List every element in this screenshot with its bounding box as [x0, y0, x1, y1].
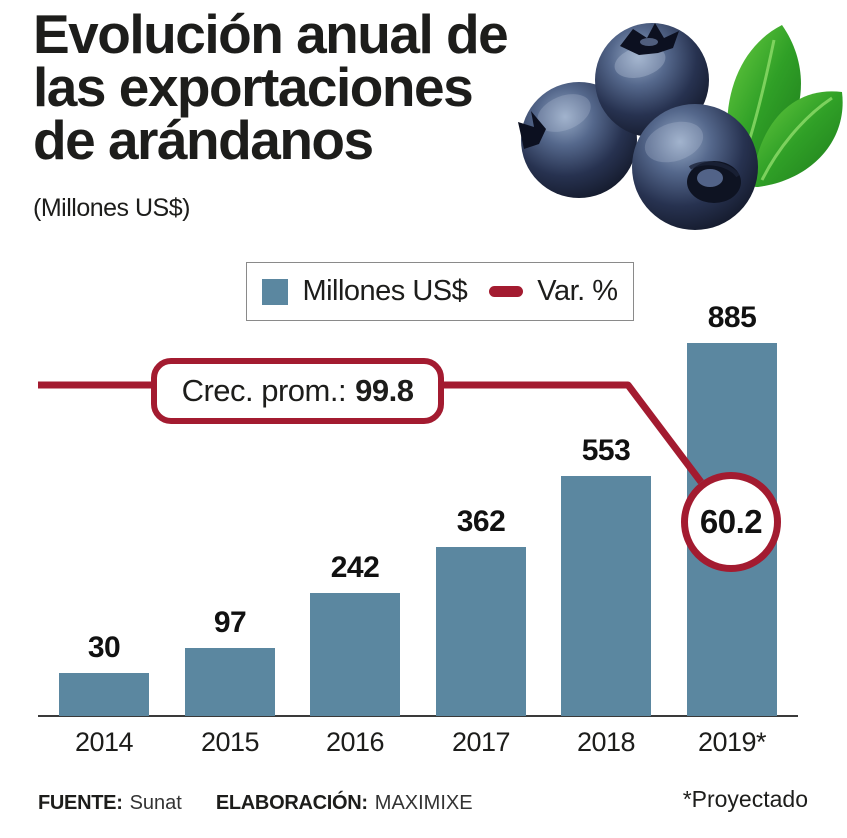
bar-2014: [59, 673, 149, 716]
bar-group: 885 2019*: [687, 0, 777, 838]
bar-group: 30 2014: [59, 0, 149, 838]
bar-group: 362 2017: [436, 0, 526, 838]
projection-note: *Proyectado: [682, 786, 808, 812]
bar-group: 242 2016: [310, 0, 400, 838]
title-line-3: de arándanos: [33, 109, 374, 171]
footer-credits: FUENTE: Sunat ELABORACIÓN: MAXIMIXE: [38, 792, 473, 815]
avg-growth-callout: Crec. prom.: 99.8: [151, 358, 444, 424]
bar-group: 97 2015: [185, 0, 275, 838]
bar-value-label: 885: [707, 301, 757, 334]
source-value: Sunat: [129, 792, 182, 814]
chart-legend: Millones US$ Var. %: [246, 262, 634, 321]
x-axis-line: [38, 715, 798, 717]
title-unit-subtitle: (Millones US$): [33, 194, 190, 222]
x-tick-label: 2015: [200, 727, 260, 757]
bar-2017: [436, 547, 526, 716]
blueberries-image: [518, 23, 843, 230]
bar-value-label: 553: [581, 434, 631, 467]
x-tick-label: 2014: [74, 727, 134, 757]
variation-2019-circle: 60.2: [681, 472, 781, 572]
legend-label-var: Var. %: [537, 275, 618, 307]
source-label: FUENTE:: [38, 792, 123, 814]
avg-growth-value: 99.8: [355, 373, 414, 408]
maker-value: MAXIMIXE: [374, 792, 473, 814]
maker-credit: ELABORACIÓN: MAXIMIXE: [216, 792, 473, 815]
bar-2015: [185, 648, 275, 716]
x-tick-label: 2019*: [697, 727, 767, 757]
bar-2018: [561, 476, 651, 716]
bar-2016: [310, 593, 400, 716]
bar-value-label: 97: [213, 606, 247, 639]
source-credit: FUENTE: Sunat: [38, 792, 182, 815]
bar-series-swatch-icon: [262, 278, 289, 305]
avg-growth-label: Crec. prom.:: [181, 373, 347, 408]
title-line-2: las exportaciones: [33, 56, 474, 118]
x-tick-label: 2016: [325, 727, 385, 757]
page-title: Evolución anual de las exportaciones de …: [33, 3, 509, 171]
bar-value-label: 242: [330, 551, 380, 584]
legend-label-millones: Millones US$: [302, 275, 468, 307]
x-tick-label: 2018: [576, 727, 636, 757]
title-line-1: Evolución anual de: [33, 3, 509, 65]
bar-value-label: 362: [456, 505, 506, 538]
bar-value-label: 30: [87, 631, 121, 664]
maker-label: ELABORACIÓN:: [215, 792, 368, 814]
bar-group: 553 2018: [561, 0, 651, 838]
line-series-swatch-icon: [489, 286, 524, 297]
variation-2019-value: 60.2: [699, 503, 763, 540]
x-tick-label: 2017: [451, 727, 511, 757]
